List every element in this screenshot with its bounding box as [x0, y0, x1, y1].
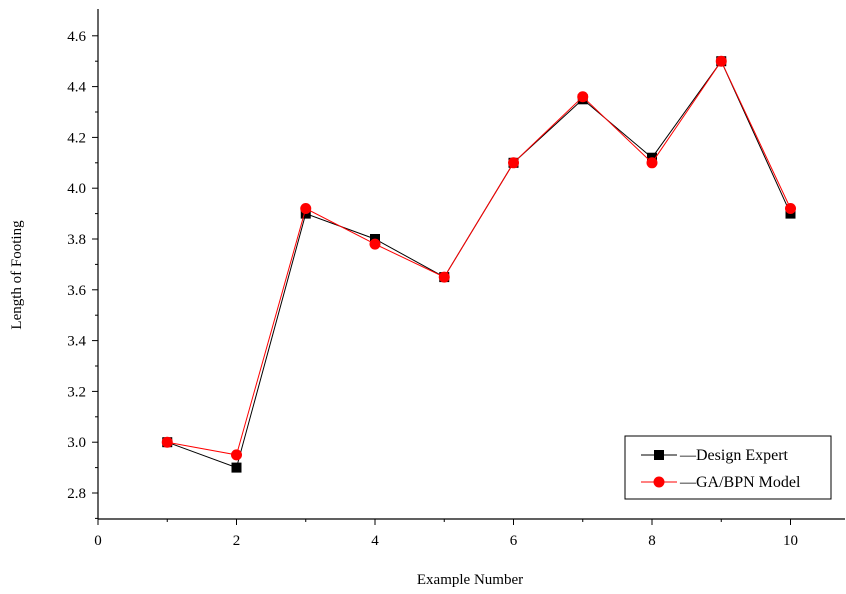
series-2 [161, 55, 796, 461]
y-axis-label: Length of Footing [9, 220, 25, 330]
data-point-circle [508, 157, 519, 169]
series [161, 55, 796, 473]
data-point-circle [300, 203, 312, 215]
data-point-circle [785, 203, 796, 215]
tick-labels: 0 2 4 6 8 10 2.8 3.0 3.2 3.4 3.6 3.8 4.0 4.2 4.4 4.6 [67, 29, 798, 549]
x-tick-label: 10 [783, 533, 798, 549]
data-point-circle [231, 449, 242, 461]
legend-marker-square [654, 450, 664, 460]
x-tick-label: 4 [371, 533, 379, 549]
legend-label: —Design Expert [679, 447, 789, 464]
legend-box [624, 435, 832, 500]
axes [92, 9, 845, 525]
series-1 [162, 56, 796, 473]
data-point-circle [438, 271, 450, 283]
data-point-circle [715, 55, 727, 67]
x-tick-label: 2 [233, 533, 241, 549]
y-tick-label: 4.2 [67, 130, 86, 146]
y-tick-label: 4.0 [67, 181, 86, 197]
data-point-circle [369, 238, 381, 250]
x-tick-label: 6 [510, 533, 518, 549]
x-tick-label: 0 [94, 533, 102, 549]
y-tick-label: 4.6 [67, 29, 86, 45]
data-point-circle [646, 157, 658, 169]
legend-item: —GA/BPN Model [641, 474, 801, 491]
y-tick-label: 3.4 [67, 334, 86, 350]
series-line [167, 60, 791, 456]
legend-item: —Design Expert [641, 447, 789, 464]
y-tick-label: 3.2 [67, 384, 86, 400]
y-tick-label: 3.6 [67, 283, 86, 299]
data-point-circle [161, 436, 173, 448]
series-line [167, 60, 791, 469]
legend: —Design Expert —GA/BPN Model [624, 435, 832, 500]
y-tick-label: 3.0 [67, 435, 86, 451]
legend-marker-circle [653, 476, 665, 488]
y-tick-label: 3.8 [67, 232, 86, 248]
y-tick-label: 4.4 [67, 80, 86, 96]
legend-label: —GA/BPN Model [679, 474, 801, 491]
x-tick-label: 8 [648, 533, 656, 549]
x-axis-label: Example Number [417, 572, 523, 588]
data-point-circle [577, 91, 589, 103]
data-point-square [231, 462, 242, 473]
y-tick-label: 2.8 [67, 486, 86, 502]
